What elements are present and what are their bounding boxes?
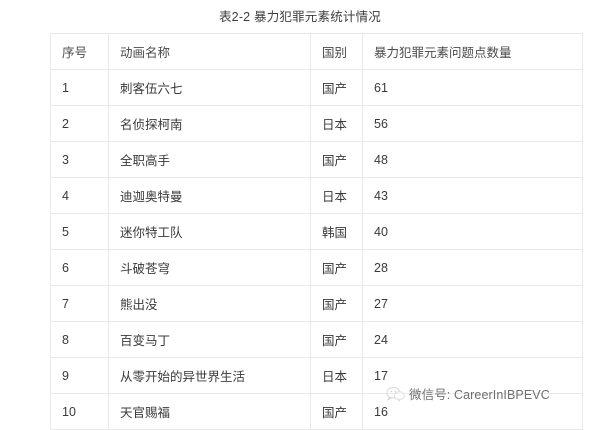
cell-name: 从零开始的异世界生活 bbox=[108, 357, 311, 394]
cell-count: 27 bbox=[362, 285, 583, 322]
cell-count: 24 bbox=[362, 321, 583, 358]
table-row: 1 刺客伍六七 国产 61 bbox=[50, 69, 583, 106]
cell-nation: 国产 bbox=[310, 285, 363, 322]
table-row: 2 名侦探柯南 日本 56 bbox=[50, 105, 583, 142]
cell-name: 迪迦奥特曼 bbox=[108, 177, 311, 214]
cell-index: 4 bbox=[50, 177, 109, 214]
cell-index: 6 bbox=[50, 249, 109, 286]
cell-index: 9 bbox=[50, 357, 109, 394]
cell-count: 28 bbox=[362, 249, 583, 286]
cell-nation: 日本 bbox=[310, 177, 363, 214]
cell-index: 3 bbox=[50, 141, 109, 178]
table-row: 9 从零开始的异世界生活 日本 17 bbox=[50, 357, 583, 394]
violence-statistics-table: 序号 动画名称 国别 暴力犯罪元素问题点数量 1 刺客伍六七 国产 61 2 名… bbox=[50, 33, 583, 430]
cell-name: 斗破苍穹 bbox=[108, 249, 311, 286]
cell-name: 刺客伍六七 bbox=[108, 69, 311, 106]
cell-nation: 日本 bbox=[310, 105, 363, 142]
cell-nation: 韩国 bbox=[310, 213, 363, 250]
table-body: 1 刺客伍六七 国产 61 2 名侦探柯南 日本 56 3 全职高手 国产 48 bbox=[50, 69, 583, 430]
cell-nation: 国产 bbox=[310, 141, 363, 178]
cell-index: 8 bbox=[50, 321, 109, 358]
column-header-nation: 国别 bbox=[310, 33, 363, 70]
cell-nation: 国产 bbox=[310, 249, 363, 286]
cell-count: 17 bbox=[362, 357, 583, 394]
table-row: 5 迷你特工队 韩国 40 bbox=[50, 213, 583, 250]
cell-index: 5 bbox=[50, 213, 109, 250]
cell-nation: 日本 bbox=[310, 357, 363, 394]
cell-count: 16 bbox=[362, 393, 583, 430]
cell-name: 熊出没 bbox=[108, 285, 311, 322]
cell-count: 61 bbox=[362, 69, 583, 106]
table-row: 3 全职高手 国产 48 bbox=[50, 141, 583, 178]
table-row: 10 天官赐福 国产 16 bbox=[50, 393, 583, 430]
column-header-index: 序号 bbox=[50, 33, 109, 70]
table-row: 6 斗破苍穹 国产 28 bbox=[50, 249, 583, 286]
cell-name: 天官赐福 bbox=[108, 393, 311, 430]
column-header-name: 动画名称 bbox=[108, 33, 311, 70]
cell-name: 迷你特工队 bbox=[108, 213, 311, 250]
cell-index: 7 bbox=[50, 285, 109, 322]
cell-count: 40 bbox=[362, 213, 583, 250]
cell-nation: 国产 bbox=[310, 321, 363, 358]
cell-index: 1 bbox=[50, 69, 109, 106]
cell-count: 43 bbox=[362, 177, 583, 214]
document-page: 表2-2 暴力犯罪元素统计情况 序号 动画名称 国别 暴力犯罪元素问题点数量 1 bbox=[50, 10, 583, 430]
table-row: 4 迪迦奥特曼 日本 43 bbox=[50, 177, 583, 214]
cell-name: 名侦探柯南 bbox=[108, 105, 311, 142]
cell-nation: 国产 bbox=[310, 393, 363, 430]
cell-count: 48 bbox=[362, 141, 583, 178]
cell-name: 百变马丁 bbox=[108, 321, 311, 358]
table-row: 7 熊出没 国产 27 bbox=[50, 285, 583, 322]
table-row: 8 百变马丁 国产 24 bbox=[50, 321, 583, 358]
column-header-count: 暴力犯罪元素问题点数量 bbox=[362, 33, 583, 70]
cell-nation: 国产 bbox=[310, 69, 363, 106]
cell-index: 10 bbox=[50, 393, 109, 430]
table-header-row: 序号 动画名称 国别 暴力犯罪元素问题点数量 bbox=[50, 33, 583, 70]
cell-index: 2 bbox=[50, 105, 109, 142]
table-caption: 表2-2 暴力犯罪元素统计情况 bbox=[218, 10, 382, 24]
cell-name: 全职高手 bbox=[108, 141, 311, 178]
cell-count: 56 bbox=[362, 105, 583, 142]
table-container: 序号 动画名称 国别 暴力犯罪元素问题点数量 1 刺客伍六七 国产 61 2 名… bbox=[50, 33, 583, 430]
table-header: 序号 动画名称 国别 暴力犯罪元素问题点数量 bbox=[50, 33, 583, 70]
